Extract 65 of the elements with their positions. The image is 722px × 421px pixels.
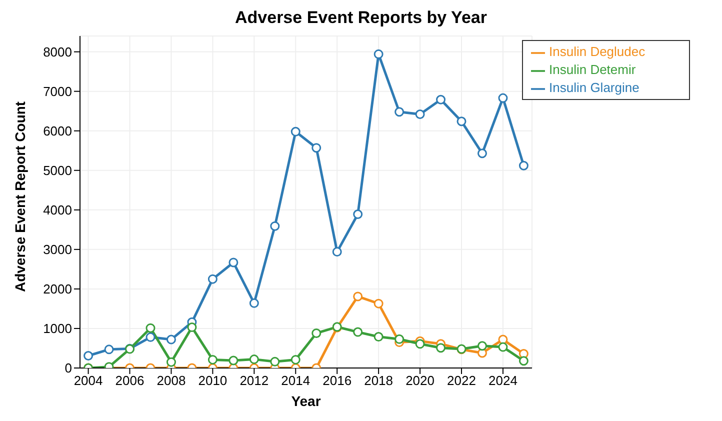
y-tick-label: 8000	[43, 44, 72, 60]
point	[166, 357, 176, 367]
point	[498, 342, 508, 352]
x-tick-label: 2004	[74, 373, 103, 388]
y-tick-label: 0	[64, 360, 72, 376]
point	[498, 93, 508, 103]
x-tick-label: 2014	[281, 373, 310, 388]
y-tick-label: 3000	[43, 242, 72, 258]
point	[228, 258, 238, 268]
point	[353, 292, 363, 302]
point	[249, 354, 259, 364]
point	[394, 334, 404, 344]
point	[146, 332, 156, 342]
y-tick-label: 7000	[43, 84, 72, 99]
x-tick-label: 2012	[240, 373, 269, 388]
x-tick-label: 2008	[156, 373, 186, 388]
point	[249, 298, 259, 308]
point	[518, 160, 528, 170]
point	[270, 356, 280, 366]
y-tick-label: 6000	[43, 123, 72, 138]
point	[477, 341, 487, 351]
point	[270, 221, 280, 231]
y-tick-label: 1000	[43, 321, 72, 336]
x-tick-label: 2020	[406, 373, 434, 388]
legend-label: Insulin Glargine	[549, 80, 640, 95]
y-tick-label: 5000	[43, 162, 72, 178]
x-tick-label: 2006	[115, 373, 144, 388]
point	[166, 334, 176, 344]
point	[332, 247, 342, 257]
point	[353, 210, 363, 219]
legend-label: Insulin Degludec	[549, 44, 646, 59]
x-tick-label: 2016	[322, 373, 352, 388]
point	[436, 343, 446, 353]
point	[436, 94, 446, 104]
point	[208, 274, 218, 284]
point	[187, 322, 197, 332]
point	[290, 354, 300, 364]
point	[518, 356, 528, 366]
x-axis-title: Year	[291, 393, 322, 409]
x-tick-label: 2022	[447, 373, 476, 388]
x-tick-label: 2010	[198, 373, 228, 388]
x-tick-label: 2024	[488, 373, 518, 388]
point	[477, 148, 487, 158]
point	[415, 110, 425, 120]
y-axis-title: Adverse Event Report Count	[12, 101, 28, 292]
point	[374, 332, 384, 342]
point	[312, 328, 322, 338]
x-tick-label: 2018	[364, 373, 394, 388]
point	[353, 327, 363, 337]
point	[290, 126, 300, 136]
point	[208, 354, 218, 364]
point	[84, 351, 94, 360]
y-tick-label: 2000	[43, 282, 72, 297]
legend-label: Insulin Detemir	[549, 62, 636, 77]
chart-title: Adverse Event Reports by Year	[234, 8, 488, 29]
point	[146, 323, 156, 333]
point	[394, 107, 404, 117]
point	[312, 143, 322, 153]
point	[374, 298, 384, 308]
point	[415, 339, 425, 349]
point	[228, 356, 238, 366]
y-tick-label: 4000	[43, 202, 72, 218]
point	[456, 116, 466, 126]
point	[374, 49, 384, 59]
point	[104, 344, 114, 354]
